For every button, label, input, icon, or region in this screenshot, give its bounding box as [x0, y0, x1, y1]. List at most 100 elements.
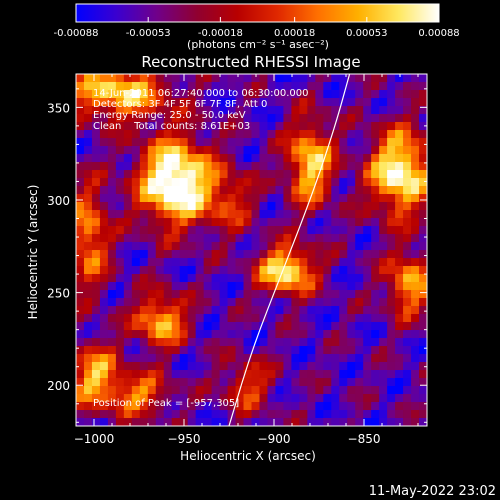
heatmap-cell: [331, 386, 340, 395]
heatmap-cell: [195, 242, 205, 251]
heatmap-cell: [275, 178, 285, 187]
heatmap-cell: [251, 410, 261, 419]
heatmap-cell: [219, 162, 229, 171]
heatmap-cell: [99, 130, 109, 139]
heatmap-cell: [115, 322, 125, 331]
heatmap-cell: [371, 322, 380, 331]
heatmap-cell: [411, 314, 420, 323]
heatmap-cell: [219, 82, 229, 91]
heatmap-cell: [331, 306, 340, 315]
heatmap-cell: [275, 122, 285, 131]
heatmap-cell: [187, 202, 197, 211]
heatmap-cell: [203, 130, 213, 139]
heatmap-cell: [283, 90, 292, 99]
heatmap-cell: [243, 410, 253, 419]
heatmap-cell: [411, 186, 420, 195]
heatmap-cell: [91, 90, 101, 99]
heatmap-cell: [99, 330, 109, 339]
heatmap-cell: [331, 314, 340, 323]
heatmap-cell: [347, 338, 356, 347]
info-clean-counts: Clean Total counts: 8.61E+03: [93, 121, 250, 132]
heatmap-cell: [155, 170, 165, 179]
heatmap-cell: [107, 282, 117, 291]
heatmap-cell: [315, 226, 324, 235]
heatmap-cell: [179, 178, 189, 187]
heatmap-cell: [235, 258, 245, 267]
heatmap-cell: [195, 106, 205, 115]
heatmap-cell: [267, 378, 277, 387]
heatmap-cell: [107, 106, 117, 115]
heatmap-cell: [315, 298, 324, 307]
heatmap-cell: [403, 90, 412, 99]
heatmap-cell: [387, 290, 396, 299]
heatmap-cell: [259, 338, 269, 347]
heatmap-cell: [331, 154, 340, 163]
heatmap-cell: [187, 74, 197, 83]
heatmap-cell: [195, 162, 205, 171]
heatmap-cell: [99, 202, 109, 211]
heatmap-cell: [267, 386, 277, 395]
heatmap-cell: [99, 362, 109, 371]
heatmap-cell: [339, 146, 348, 155]
heatmap-cell: [131, 138, 141, 147]
heatmap-cell: [355, 114, 364, 123]
heatmap-cell: [179, 146, 189, 155]
heatmap-cell: [323, 170, 332, 179]
heatmap-cell: [323, 290, 332, 299]
heatmap-cell: [91, 314, 101, 323]
heatmap-cell: [411, 298, 420, 307]
heatmap-cell: [211, 202, 221, 211]
heatmap-cell: [323, 154, 332, 163]
heatmap-cell: [275, 402, 285, 411]
heatmap-cell: [363, 290, 372, 299]
heatmap-cell: [171, 194, 181, 203]
heatmap-cell: [323, 394, 332, 403]
heatmap-cell: [107, 138, 117, 147]
heatmap-cell: [403, 154, 412, 163]
heatmap-cell: [339, 194, 348, 203]
heatmap-cell: [387, 154, 396, 163]
heatmap-cell: [235, 298, 245, 307]
heatmap-cell: [275, 106, 285, 115]
heatmap-cell: [195, 378, 205, 387]
heatmap-cell: [99, 162, 109, 171]
heatmap-cell: [91, 170, 101, 179]
heatmap-cell: [115, 306, 125, 315]
heatmap-cell: [291, 90, 300, 99]
heatmap-cell: [139, 170, 149, 179]
heatmap-cell: [315, 234, 324, 243]
heatmap-cell: [251, 114, 261, 123]
heatmap-cell: [387, 106, 396, 115]
heatmap-cell: [307, 218, 316, 227]
heatmap-cell: [91, 186, 101, 195]
heatmap-cell: [371, 290, 380, 299]
heatmap-cell: [219, 354, 229, 363]
heatmap-cell: [203, 402, 213, 411]
heatmap-cell: [179, 354, 189, 363]
heatmap-cell: [347, 378, 356, 387]
heatmap-cell: [411, 346, 420, 355]
heatmap-cell: [419, 290, 427, 299]
heatmap-cell: [331, 90, 340, 99]
y-axis-label: Heliocentric Y (arcsec): [26, 185, 40, 320]
heatmap-cell: [395, 162, 404, 171]
heatmap-cell: [91, 122, 101, 131]
heatmap-cell: [251, 362, 261, 371]
heatmap-cell: [347, 242, 356, 251]
heatmap-cell: [163, 154, 173, 163]
heatmap-cell: [123, 290, 133, 299]
heatmap-cell: [403, 402, 412, 411]
heatmap-cell: [76, 162, 85, 171]
heatmap-cell: [203, 114, 213, 123]
heatmap-cell: [219, 210, 229, 219]
heatmap-cell: [363, 250, 372, 259]
heatmap-cell: [243, 322, 253, 331]
heatmap-cell: [315, 154, 324, 163]
heatmap-cell: [403, 322, 412, 331]
heatmap-cell: [91, 322, 101, 331]
heatmap-cell: [131, 186, 141, 195]
heatmap-cell: [275, 282, 285, 291]
plot-clip: [76, 74, 427, 426]
heatmap-cell: [411, 282, 420, 291]
heatmap-cell: [387, 194, 396, 203]
